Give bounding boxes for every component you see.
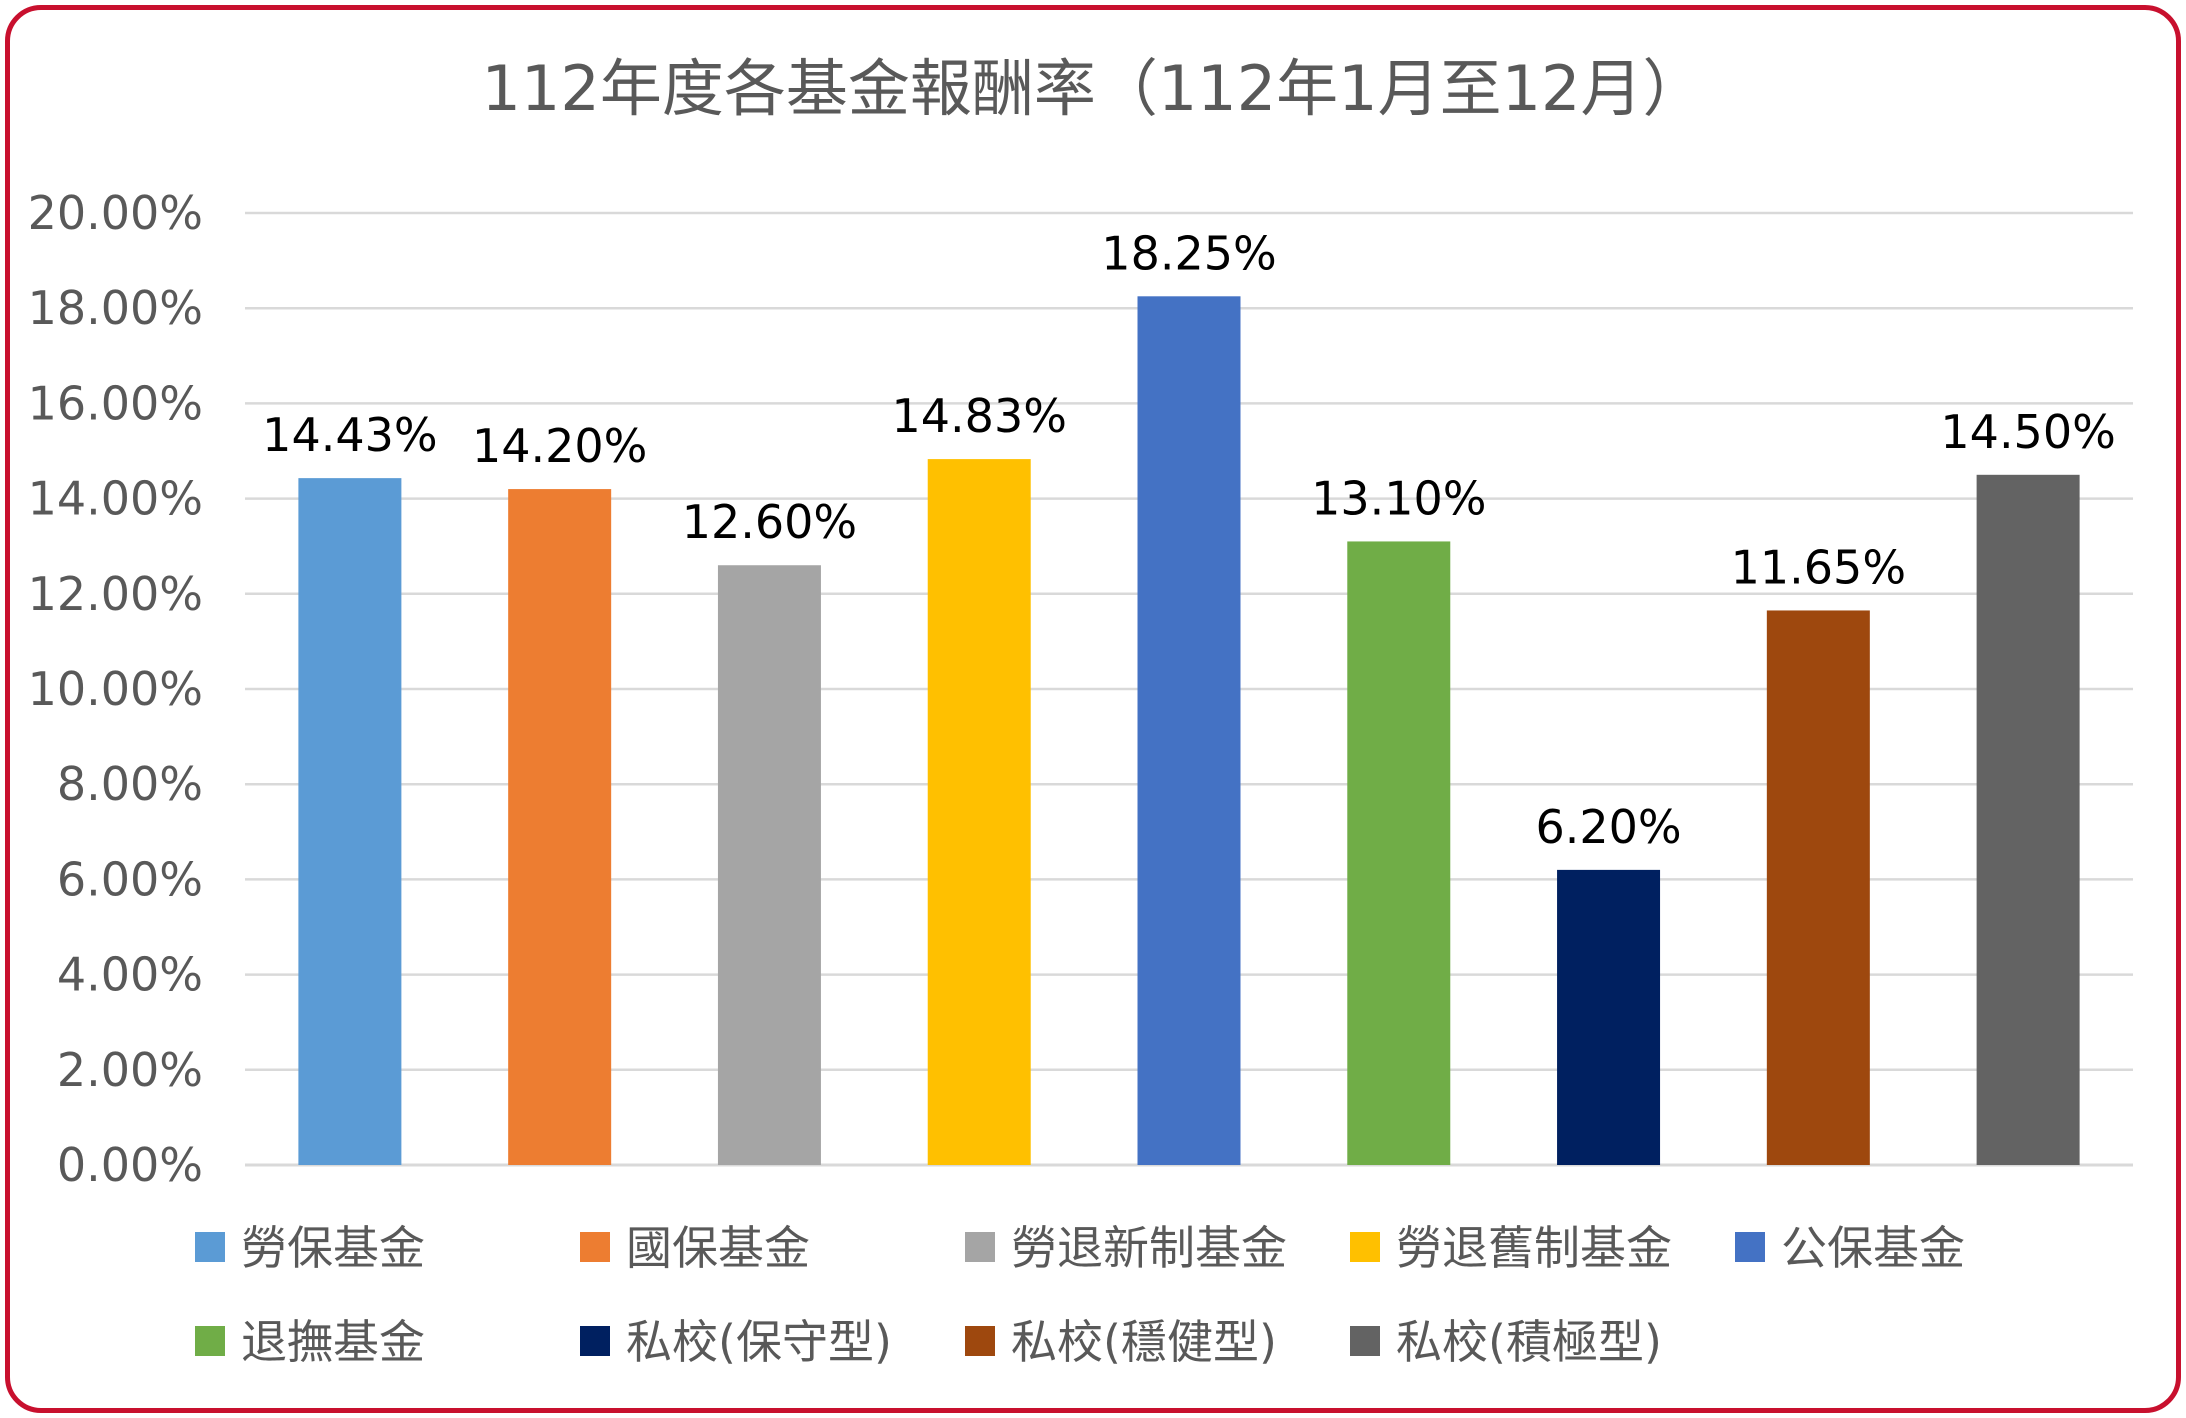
bar <box>927 459 1031 1165</box>
y-tick-label: 4.00% <box>57 948 203 1002</box>
y-tick-label: 6.00% <box>57 852 203 906</box>
bar-chart: 112年度各基金報酬率（112年1月至12月） 0.00% 2.00% 4.00% 6… <box>28 52 2133 1369</box>
bar <box>1347 541 1451 1165</box>
bar <box>1557 869 1661 1165</box>
legend-label: 私校(穩健型) <box>1011 1315 1277 1369</box>
y-tick-label: 12.00% <box>28 567 203 621</box>
chart-frame: 112年度各基金報酬率（112年1月至12月） 0.00% 2.00% 4.00% 6… <box>5 5 2181 1413</box>
legend-swatch <box>965 1326 995 1356</box>
legend-label: 私校(積極型) <box>1396 1315 1662 1369</box>
legend-label: 國保基金 <box>626 1221 810 1275</box>
y-tick-label: 10.00% <box>28 662 203 716</box>
legend-swatch <box>965 1232 995 1262</box>
legend-label: 退撫基金 <box>241 1315 425 1369</box>
legend-label: 公保基金 <box>1781 1221 1965 1275</box>
y-axis: 0.00% 2.00% 4.00% 6.00% 8.00% 10.00% 12.00% 14.… <box>28 186 203 1192</box>
legend-swatch <box>1350 1326 1380 1356</box>
legend-swatch <box>580 1326 610 1356</box>
bar <box>717 565 821 1165</box>
bar <box>1137 296 1241 1165</box>
data-labels: 14.43% 14.20% 12.60% 14.83% 18.25% 13.10% 6.20… <box>262 226 2116 854</box>
legend-label: 私校(保守型) <box>626 1315 892 1369</box>
bar <box>1976 474 2080 1165</box>
data-label: 14.43% <box>262 408 437 462</box>
data-label: 14.20% <box>472 419 647 473</box>
legend-swatch <box>1350 1232 1380 1262</box>
data-label: 14.50% <box>1940 405 2115 459</box>
legend-label: 勞退新制基金 <box>1011 1221 1287 1275</box>
legend-label: 勞保基金 <box>241 1221 425 1275</box>
y-tick-label: 18.00% <box>28 281 203 335</box>
bar <box>298 478 402 1166</box>
y-tick-label: 20.00% <box>28 186 203 240</box>
legend-swatch <box>1735 1232 1765 1262</box>
data-label: 6.20% <box>1535 800 1681 854</box>
chart-title: 112年度各基金報酬率（112年1月至12月） <box>481 52 1704 125</box>
bars <box>298 296 2080 1166</box>
y-tick-label: 14.00% <box>28 472 203 526</box>
bar <box>1766 610 1870 1165</box>
data-label: 14.83% <box>892 389 1067 443</box>
legend-swatch <box>195 1232 225 1262</box>
legend-label: 勞退舊制基金 <box>1396 1221 1672 1275</box>
y-tick-label: 0.00% <box>57 1138 203 1192</box>
data-label: 13.10% <box>1311 471 1486 525</box>
y-tick-label: 8.00% <box>57 757 203 811</box>
y-tick-label: 16.00% <box>28 376 203 430</box>
y-tick-label: 2.00% <box>57 1043 203 1097</box>
data-label: 11.65% <box>1731 540 1906 594</box>
legend-swatch <box>195 1326 225 1356</box>
data-label: 12.60% <box>682 495 857 549</box>
bar <box>508 489 612 1166</box>
legend-swatch <box>580 1232 610 1262</box>
data-label: 18.25% <box>1101 226 1276 280</box>
